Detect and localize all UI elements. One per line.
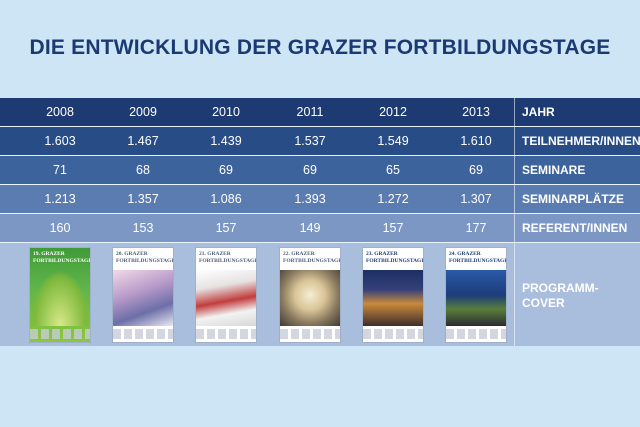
cover-heading: 20. GRAZER FORTBILDUNGSTAGE bbox=[116, 251, 173, 264]
row-label: SEMINARPLÄTZE bbox=[514, 185, 640, 213]
table-row-teilnehmer: TEILNEHMER/INNEN 1.603 1.467 1.439 1.537 1.5… bbox=[0, 127, 640, 155]
row-label: TEILNEHMER/INNEN bbox=[514, 127, 640, 155]
cover-artwork bbox=[30, 270, 90, 326]
cover-heading: 22. GRAZER FORTBILDUNGSTAGE bbox=[283, 251, 340, 264]
table-cell: 157 bbox=[382, 221, 404, 235]
table-cell: 177 bbox=[465, 221, 487, 235]
cover-artwork bbox=[113, 270, 173, 326]
table-cell: 1.467 bbox=[127, 134, 159, 148]
table-row-seminarplaetze: SEMINARPLÄTZE 1.213 1.357 1.086 1.393 1.272 1… bbox=[0, 185, 640, 213]
table-cell: 69 bbox=[469, 163, 483, 177]
table-cell: 1.603 bbox=[44, 134, 76, 148]
statistics-table: JAHR 2008 2009 2010 2011 2012 2013 TEILNEHMER… bbox=[0, 98, 640, 346]
cover-artwork bbox=[196, 270, 256, 326]
program-cover-2008: 19. GRAZER FORTBILDUNGSTAGE bbox=[29, 247, 91, 343]
year-header-cell: 2011 bbox=[296, 105, 324, 119]
row-divider bbox=[0, 126, 640, 127]
table-cell: 65 bbox=[386, 163, 400, 177]
cover-label-line: COVER bbox=[522, 296, 565, 310]
year-header-cell: 2008 bbox=[46, 105, 74, 119]
cover-heading: 19. GRAZER FORTBILDUNGSTAGE bbox=[33, 251, 90, 264]
table-cell: 68 bbox=[136, 163, 150, 177]
row-divider bbox=[0, 213, 640, 214]
cover-artwork bbox=[363, 270, 423, 326]
table-cell: 71 bbox=[53, 163, 67, 177]
year-header-row: JAHR 2008 2009 2010 2011 2012 2013 bbox=[0, 98, 640, 126]
row-label: SEMINARE bbox=[514, 156, 640, 184]
program-cover-2010: 21. GRAZER FORTBILDUNGSTAGE bbox=[195, 247, 257, 343]
table-cell: 1.549 bbox=[377, 134, 409, 148]
table-cell: 69 bbox=[219, 163, 233, 177]
table-cell: 1.357 bbox=[127, 192, 159, 206]
table-cell: 1.307 bbox=[460, 192, 492, 206]
table-row-referenten: REFERENT/INNEN 160 153 157 149 157 177 bbox=[0, 214, 640, 242]
table-cell: 1.393 bbox=[294, 192, 326, 206]
page-title: DIE ENTWICKLUNG DER GRAZER FORTBILDUNGST… bbox=[29, 36, 611, 59]
row-label: REFERENT/INNEN bbox=[514, 214, 640, 242]
row-label-year: JAHR bbox=[514, 98, 640, 126]
program-cover-2009: 20. GRAZER FORTBILDUNGSTAGE bbox=[112, 247, 174, 343]
table-cell: 69 bbox=[303, 163, 317, 177]
cover-footer-text bbox=[446, 329, 506, 339]
table-cell: 1.272 bbox=[377, 192, 409, 206]
cover-heading: 23. GRAZER FORTBILDUNGSTAGE bbox=[366, 251, 423, 264]
table-cell: 1.537 bbox=[294, 134, 326, 148]
year-header-cell: 2009 bbox=[129, 105, 157, 119]
cover-heading: 24. GRAZER FORTBILDUNGSTAGE bbox=[449, 251, 506, 264]
table-row-seminare: SEMINARE 71 68 69 69 65 69 bbox=[0, 156, 640, 184]
cover-heading: 21. GRAZER FORTBILDUNGSTAGE bbox=[199, 251, 256, 264]
cover-footer-text bbox=[30, 329, 90, 339]
cover-artwork bbox=[446, 270, 506, 326]
row-divider bbox=[0, 184, 640, 185]
program-cover-2013: 24. GRAZER FORTBILDUNGSTAGE bbox=[445, 247, 507, 343]
cover-artwork bbox=[280, 270, 340, 326]
row-divider bbox=[0, 155, 640, 156]
year-header-cell: 2012 bbox=[379, 105, 407, 119]
cover-footer-text bbox=[280, 329, 340, 339]
year-header-cell: 2013 bbox=[462, 105, 490, 119]
year-header-cell: 2010 bbox=[212, 105, 240, 119]
program-cover-2012: 23. GRAZER FORTBILDUNGSTAGE bbox=[362, 247, 424, 343]
cover-footer-text bbox=[196, 329, 256, 339]
cover-footer-text bbox=[363, 329, 423, 339]
program-cover-2011: 22. GRAZER FORTBILDUNGSTAGE bbox=[279, 247, 341, 343]
table-cell: 149 bbox=[299, 221, 321, 235]
table-cell: 1.213 bbox=[44, 192, 76, 206]
table-cell: 153 bbox=[132, 221, 154, 235]
table-cell: 1.086 bbox=[210, 192, 242, 206]
row-divider bbox=[0, 242, 640, 243]
cover-label-line: PROGRAMM- bbox=[522, 281, 599, 295]
program-cover-row: PROGRAMM- COVER 19. GRAZER FORTBILDUNGST… bbox=[0, 243, 640, 346]
cover-footer-text bbox=[113, 329, 173, 339]
table-cell: 1.439 bbox=[210, 134, 242, 148]
table-cell: 157 bbox=[215, 221, 237, 235]
table-cell: 160 bbox=[49, 221, 71, 235]
row-label-program-cover: PROGRAMM- COVER bbox=[514, 243, 640, 346]
table-cell: 1.610 bbox=[460, 134, 492, 148]
